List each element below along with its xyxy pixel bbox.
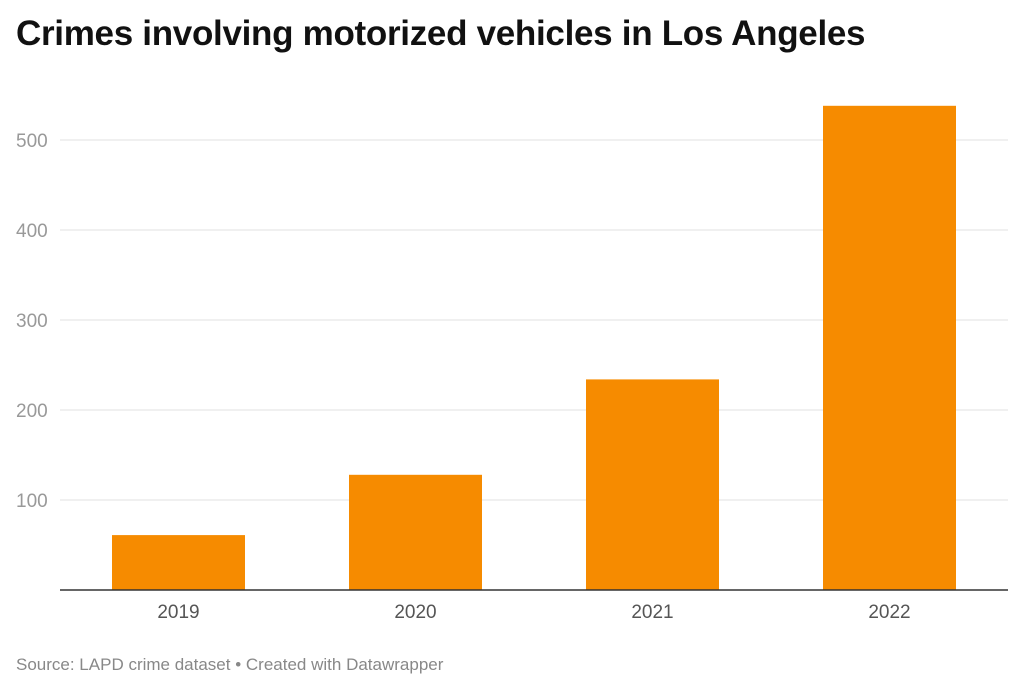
- bars: [112, 105, 956, 591]
- y-tick-label: 500: [16, 131, 48, 152]
- y-tick-label: 300: [16, 311, 48, 332]
- y-tick-label: 200: [16, 401, 48, 422]
- x-tick-label: 2021: [631, 602, 673, 623]
- y-tick-label: 400: [16, 221, 48, 242]
- x-tick-label: 2020: [394, 602, 436, 623]
- y-tick-label: 100: [16, 491, 48, 512]
- x-axis: 2019 2020 2021 2022: [60, 589, 1008, 623]
- chart-title: Crimes involving motorized vehicles in L…: [16, 14, 866, 53]
- bar-2022: [823, 105, 956, 591]
- source-text: Source: LAPD crime dataset: [16, 655, 231, 674]
- y-axis: 100 200 300 400 500: [16, 131, 48, 512]
- x-tick-label: 2019: [157, 602, 199, 623]
- bar-2020: [349, 474, 482, 590]
- chart-footer: Source: LAPD crime dataset • Created wit…: [16, 655, 443, 675]
- bar-2019: [112, 535, 245, 590]
- footer-separator: •: [235, 655, 242, 674]
- x-tick-label: 2022: [868, 602, 910, 623]
- bar-2021: [586, 379, 719, 590]
- credit-text: Created with Datawrapper: [245, 655, 444, 674]
